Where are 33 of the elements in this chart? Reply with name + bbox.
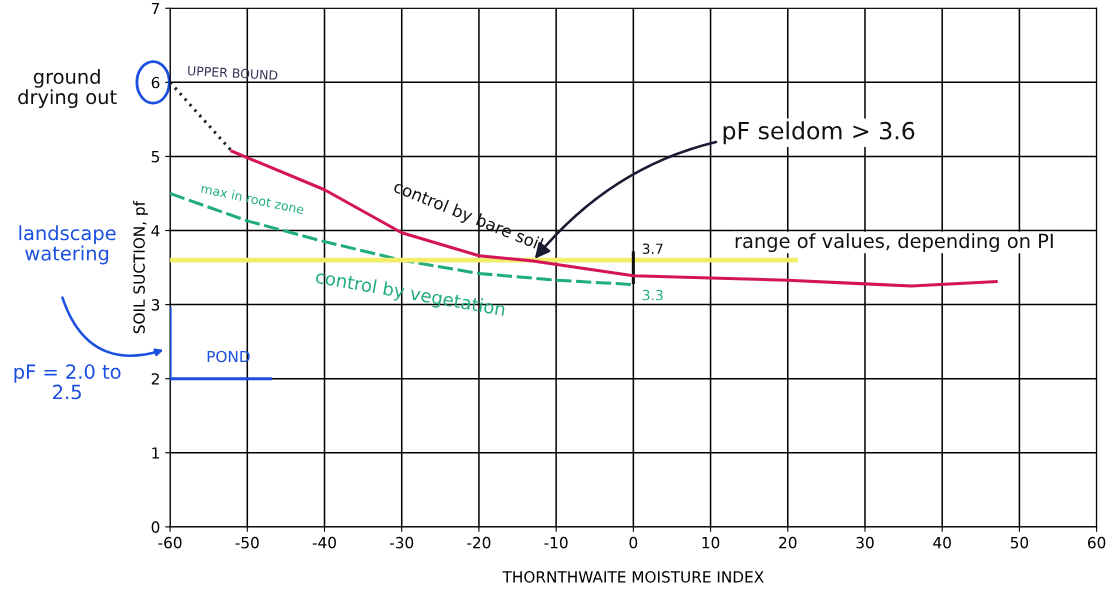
y-tick-label: 7 xyxy=(151,2,160,15)
x-tick-label: 10 xyxy=(702,536,720,549)
annotation: control by vegetation xyxy=(314,269,506,320)
text: landscape watering xyxy=(19,225,116,265)
annotation: pF seldom > 3.6 xyxy=(723,121,915,145)
annotation: UPPER BOUND xyxy=(187,65,278,80)
x-tick-label: -40 xyxy=(312,536,336,549)
annotation: 3.7 xyxy=(642,243,663,254)
x-tick-label: -30 xyxy=(389,536,414,549)
x-tick-label: 40 xyxy=(933,536,951,549)
x-tick-label: -60 xyxy=(158,536,182,549)
x-tick-label: -50 xyxy=(235,536,259,549)
x-tick-label: 60 xyxy=(1087,536,1106,549)
y-axis-title: SOIL SUCTION, pf xyxy=(133,200,148,334)
x-axis-title: THORNTHWAITE MOISTURE INDEX xyxy=(502,571,764,583)
y-tick-label: 5 xyxy=(151,151,160,163)
x-tick-label: 50 xyxy=(1010,536,1029,549)
y-tick-label: 4 xyxy=(151,225,160,237)
x-tick-label: 20 xyxy=(779,536,797,549)
y-tick-label: 0 xyxy=(151,521,160,533)
text: ground drying out xyxy=(18,68,117,109)
y-tick-label: 1 xyxy=(152,447,159,459)
annotation: range of values, depending on PI xyxy=(735,233,1053,252)
x-tick-label: -20 xyxy=(467,536,491,549)
y-tick-label: 3 xyxy=(151,299,160,311)
y-tick-label: 2 xyxy=(151,373,159,385)
annotation: max in root zone xyxy=(201,183,305,215)
annotation: 3.3 xyxy=(642,289,663,301)
x-tick-label: 0 xyxy=(629,536,638,549)
x-tick-label: -10 xyxy=(544,536,568,549)
y-tick-label: 6 xyxy=(151,76,160,89)
text: pF = 2.0 to 2.5 xyxy=(14,364,121,400)
x-tick-label: 30 xyxy=(856,536,874,549)
